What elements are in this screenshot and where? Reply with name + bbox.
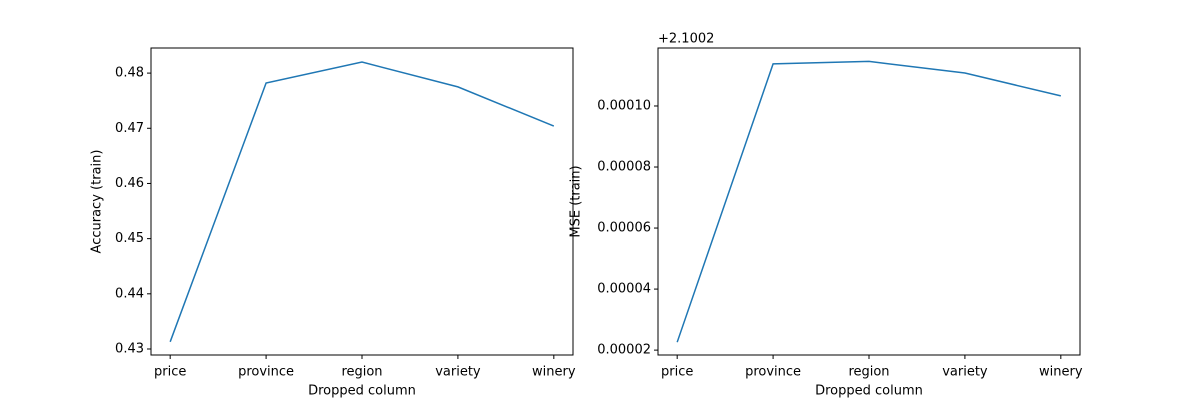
y-tick-label: 0.00010 [597,98,651,113]
axes-frame [657,47,1081,356]
y-tick-label: 0.00004 [597,282,651,297]
line [676,60,1061,343]
x-tick-label: province [745,365,801,380]
x-tick-label: price [154,365,186,380]
x-axis-label: Dropped column [308,384,416,399]
y-tick-label: 0.47 [115,121,144,136]
axes-frame [150,47,574,356]
x-tick-label: variety [942,365,988,380]
y-tick-label: 0.48 [115,66,144,81]
y-tick-label: 0.00002 [597,343,651,358]
x-tick-label: region [341,365,382,380]
line [169,61,555,343]
x-tick-label: region [848,365,889,380]
x-axis-label: Dropped column [815,384,923,399]
y-axis-label: Accuracy (train) [90,150,105,254]
y-tick-label: 0.44 [115,286,144,301]
x-tick-label: variety [435,365,481,380]
y-tick-label: 0.00006 [597,221,651,236]
y-offset-label: +2.1002 [658,32,714,47]
x-tick-label: price [661,365,693,380]
y-tick-label: 0.43 [115,341,144,356]
x-tick-label: winery [1039,365,1083,380]
y-axis-label: MSE (train) [569,165,584,237]
y-tick-label: 0.00008 [597,160,651,175]
y-tick-label: 0.45 [115,231,144,246]
y-tick-label: 0.46 [115,176,144,191]
x-tick-label: winery [532,365,576,380]
x-tick-label: province [238,365,294,380]
